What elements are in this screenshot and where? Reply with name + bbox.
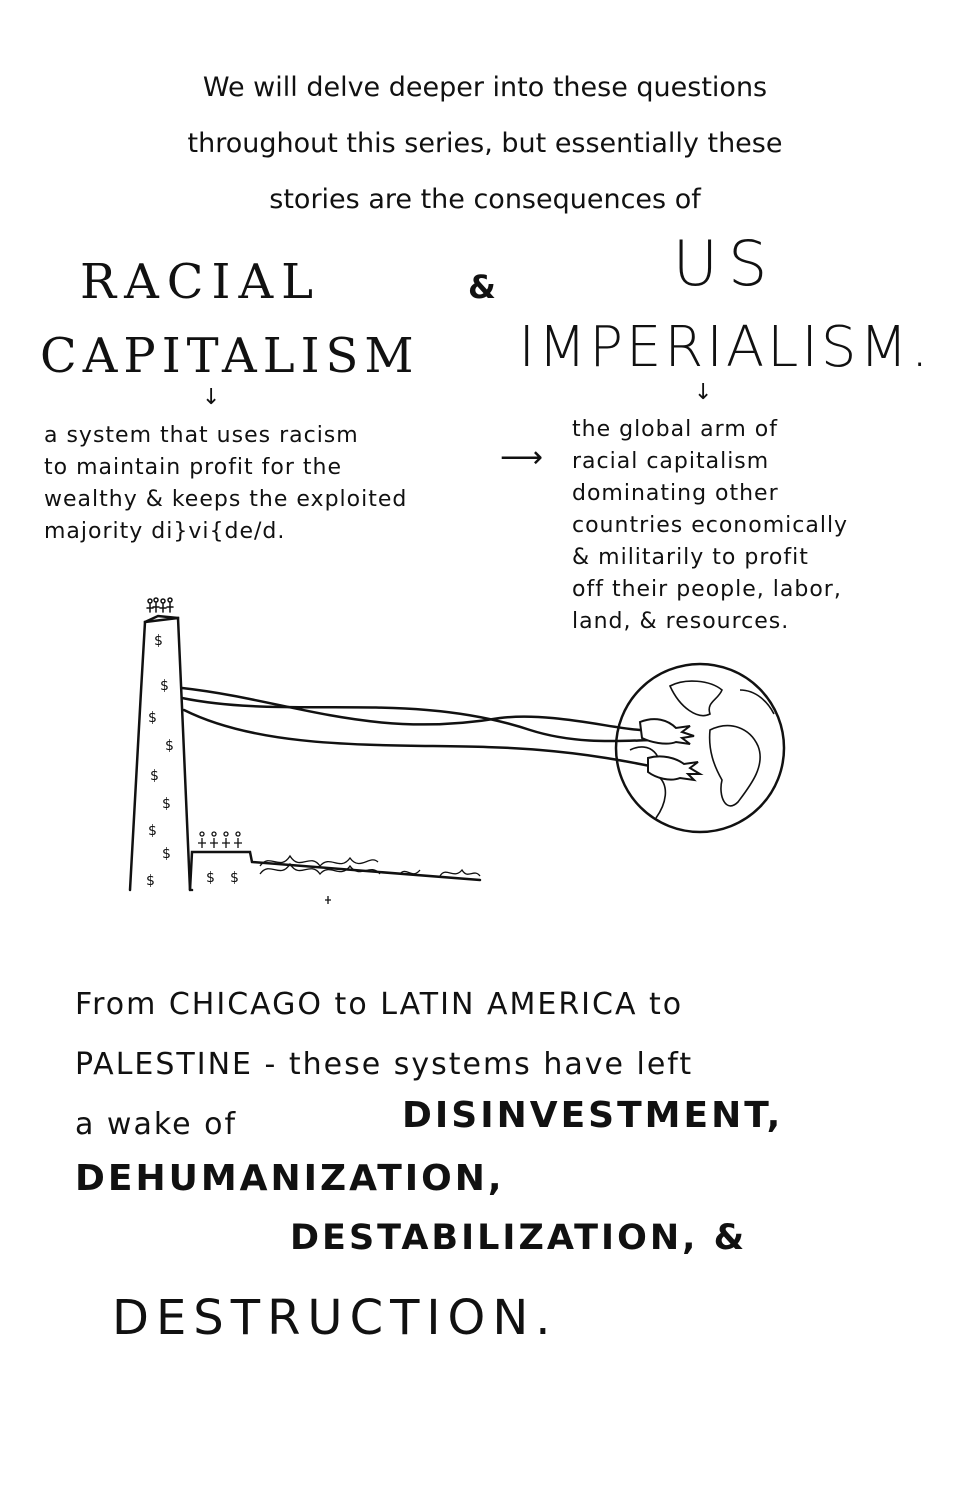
dollar-sign: $ [146,873,155,889]
word-dehumanization: DEHUMANIZATION, [75,1158,505,1199]
crowd-figures [198,831,481,904]
word-disinvestment: DISINVESTMENT, [402,1095,784,1136]
title-ampersand: & [468,268,496,306]
racial-capitalism-title: RACIAL CAPITALISM [40,245,420,393]
definition-line: to maintain profit for the [44,455,343,480]
closing-line-1: From CHICAGO to LATIN AMERICA to [75,987,684,1022]
word-destabilization: DESTABILIZATION, & [290,1218,748,1258]
dollar-sign: $ [154,633,163,649]
intro-line-1: We will delve deeper into these question… [202,72,768,103]
racial-title-line-1: RACIAL [80,254,322,310]
us-title-line-2: IMPERIALISM. [518,315,932,380]
dollar-sign: $ [148,710,157,726]
dollar-sign: $ [162,796,171,812]
money-tower-icon [128,597,482,892]
tower-and-globe-illustration: $ $ $ $ $ $ $ $ $ $ $ [128,597,786,904]
definition-line: wealthy & keeps the exploited [44,487,408,512]
dollar-sign: $ [165,738,174,754]
definition-line: the global arm of [572,417,778,442]
us-imperialism-definition: the global arm of racial capitalism domi… [572,414,848,638]
dollar-signs: $ $ $ $ $ $ $ $ $ $ $ [146,633,239,889]
dollar-sign: $ [162,846,171,862]
intro-line-3: stories are the consequences of [269,184,701,215]
definition-line: majority di}vi{de/d. [44,519,286,544]
dollar-sign: $ [150,768,159,784]
arrow-down-icon: ↓ [694,380,713,405]
arrow-down-icon: ↓ [202,385,221,410]
dollar-sign: $ [148,823,157,839]
us-title-line-1: US [672,227,778,300]
racial-title-line-2: CAPITALISM [40,328,420,384]
globe-icon [614,662,786,834]
dollar-sign: $ [160,678,169,694]
closing-line-2: PALESTINE - these systems have left [75,1047,694,1082]
us-imperialism-title: US IMPERIALISM. [505,222,945,390]
definition-line: off their people, labor, [572,577,842,602]
racial-capitalism-definition: a system that uses racism to maintain pr… [44,420,407,548]
word-destruction: DESTRUCTION. [112,1290,558,1346]
grabbing-hands-icon [638,718,704,782]
grabbing-arms [180,686,657,768]
dollar-sign: $ [206,870,215,886]
definition-line: land, & resources. [572,609,790,634]
intro-text: We will delve deeper into these question… [70,60,900,228]
intro-line-2: throughout this series, but essentially … [187,128,783,159]
closing-text: From CHICAGO to LATIN AMERICA to PALESTI… [75,975,693,1155]
definition-line: a system that uses racism [44,423,359,448]
definition-line: racial capitalism [572,449,770,474]
closing-line-3: a wake of [75,1107,238,1142]
arrow-right-icon: ⟶ [500,440,544,475]
definition-line: countries economically [572,513,849,538]
definition-line: dominating other [572,481,779,506]
dollar-sign: $ [230,870,239,886]
definition-line: & militarily to profit [572,545,809,570]
